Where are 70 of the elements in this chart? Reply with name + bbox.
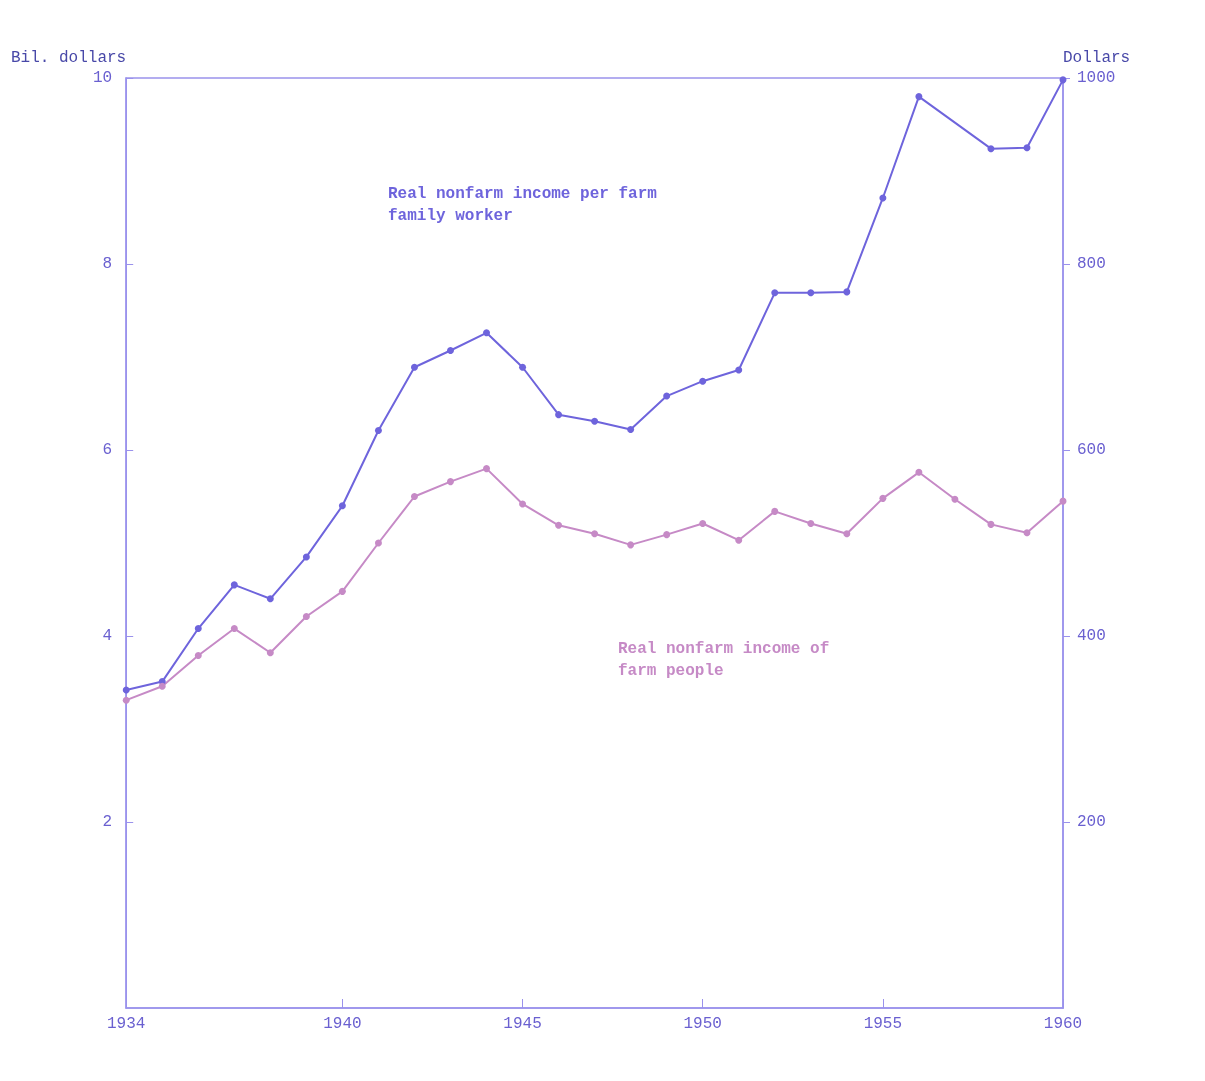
y-tick-label: 2 bbox=[102, 813, 113, 831]
point bbox=[735, 366, 743, 374]
point bbox=[374, 426, 382, 434]
annotation: Real nonfarm income of farm people bbox=[618, 640, 830, 680]
y2-tick-label: 1000 bbox=[1077, 69, 1116, 87]
point bbox=[519, 363, 527, 371]
y-tick-label: 4 bbox=[102, 627, 113, 645]
point bbox=[807, 289, 815, 297]
y2-axis-title: Dollars bbox=[1063, 49, 1131, 67]
y-tick-label: 10 bbox=[93, 69, 113, 87]
y2-tick-label: 800 bbox=[1077, 255, 1106, 273]
annotation: Real nonfarm income per farm family worker bbox=[388, 185, 658, 225]
point bbox=[447, 346, 454, 354]
point bbox=[663, 392, 671, 400]
point bbox=[230, 625, 238, 633]
point bbox=[663, 531, 671, 539]
point bbox=[591, 417, 599, 425]
point bbox=[627, 426, 635, 434]
point bbox=[266, 649, 274, 657]
y-tick-label: 8 bbox=[102, 255, 113, 273]
point bbox=[699, 377, 707, 385]
point bbox=[1023, 144, 1031, 152]
point bbox=[879, 494, 887, 502]
point bbox=[627, 541, 635, 549]
point bbox=[483, 329, 491, 337]
x-tick-label: 1940 bbox=[323, 1015, 362, 1033]
x-tick-label: 1955 bbox=[863, 1015, 903, 1033]
point bbox=[771, 289, 779, 297]
point bbox=[410, 363, 418, 371]
point bbox=[771, 507, 779, 515]
y-axis-title: Bil. dollars bbox=[11, 49, 127, 67]
x-tick-label: 1950 bbox=[683, 1015, 722, 1033]
point bbox=[807, 519, 815, 527]
y2-tick-label: 200 bbox=[1077, 813, 1106, 831]
y-tick-label: 6 bbox=[102, 441, 113, 459]
point bbox=[194, 652, 202, 660]
point bbox=[555, 521, 563, 529]
point bbox=[122, 686, 130, 694]
point bbox=[302, 553, 310, 561]
point bbox=[879, 194, 887, 202]
point bbox=[302, 612, 310, 620]
point bbox=[338, 587, 346, 595]
point bbox=[410, 493, 418, 500]
point bbox=[843, 288, 851, 296]
point bbox=[915, 468, 923, 476]
point bbox=[338, 502, 346, 510]
point bbox=[987, 520, 995, 528]
y2-tick-label: 400 bbox=[1077, 627, 1106, 645]
point bbox=[266, 595, 274, 603]
point bbox=[735, 536, 743, 544]
y2-tick-label: 600 bbox=[1077, 441, 1106, 459]
point bbox=[122, 696, 130, 704]
point bbox=[987, 145, 995, 153]
point bbox=[951, 495, 959, 503]
point bbox=[230, 581, 238, 589]
point bbox=[591, 530, 599, 538]
point bbox=[374, 539, 382, 547]
x-tick-label: 1945 bbox=[503, 1015, 542, 1033]
point bbox=[447, 478, 454, 486]
x-tick-label: 1960 bbox=[1043, 1015, 1083, 1033]
x-tick-label: 1934 bbox=[107, 1015, 146, 1033]
point bbox=[699, 519, 707, 527]
point bbox=[915, 93, 923, 101]
point bbox=[158, 682, 166, 690]
point bbox=[519, 500, 527, 508]
point bbox=[194, 625, 202, 633]
point bbox=[483, 465, 491, 473]
point bbox=[1023, 529, 1031, 537]
point bbox=[843, 530, 851, 538]
point bbox=[555, 411, 563, 419]
